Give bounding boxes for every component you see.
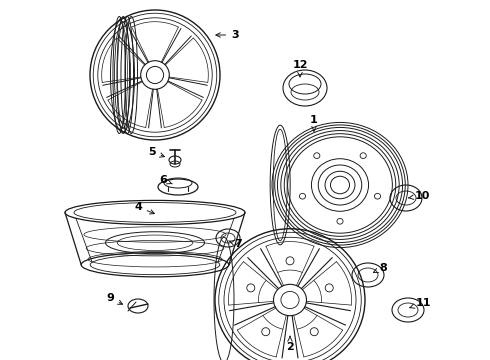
Text: 9: 9: [106, 293, 122, 304]
Text: 12: 12: [292, 60, 308, 77]
Text: 1: 1: [310, 115, 318, 131]
Text: 7: 7: [229, 239, 242, 249]
Text: 4: 4: [134, 202, 154, 214]
Text: 8: 8: [373, 263, 387, 273]
Text: 2: 2: [286, 336, 294, 352]
Text: 5: 5: [148, 147, 164, 157]
Text: 10: 10: [409, 191, 430, 201]
Text: 6: 6: [159, 175, 172, 185]
Text: 11: 11: [410, 298, 431, 308]
Text: 3: 3: [216, 30, 239, 40]
